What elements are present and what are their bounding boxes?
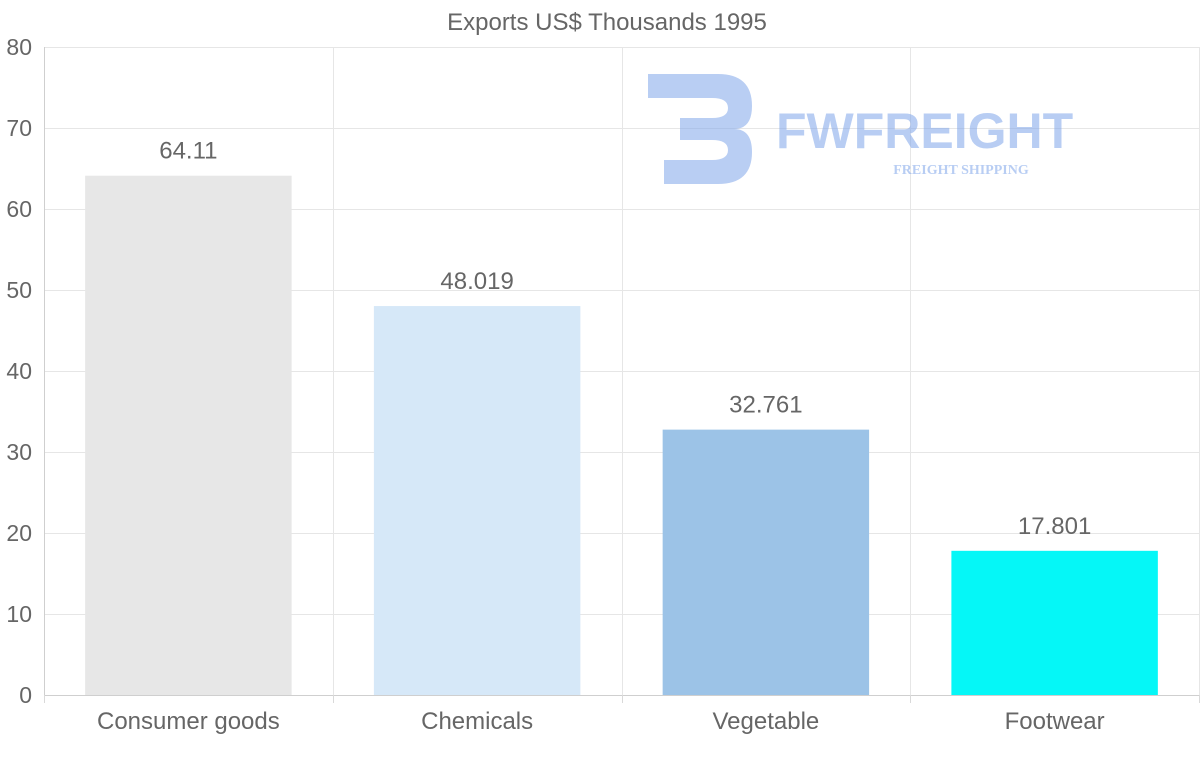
watermark-tagline: FREIGHT SHIPPING: [893, 163, 1029, 178]
watermark-brand: FWFREIGHT: [776, 103, 1073, 159]
bar-value-label: 32.761: [729, 392, 802, 419]
x-tick-label: Consumer goods: [97, 708, 280, 735]
y-tick-label: 40: [6, 358, 32, 384]
bar-layer: [85, 175, 1158, 696]
label-layer: 0 10 20 30 40 50 60 70 80 64.11 Consumer goods 48.0…: [6, 34, 1104, 735]
bar-value-label: 48.019: [440, 268, 513, 295]
bar-value-label: 64.11: [159, 138, 217, 165]
bar-vegetable[interactable]: [662, 429, 870, 695]
bar-footwear[interactable]: [951, 550, 1158, 695]
chart-title: Exports US$ Thousands 1995: [447, 9, 767, 36]
y-tick-label: 50: [6, 277, 32, 303]
y-tick-label: 60: [6, 196, 32, 222]
y-tick-label: 20: [6, 520, 32, 546]
fwfreight-watermark: FWFREIGHT FREIGHT SHIPPING: [648, 74, 1073, 184]
bar-consumer-goods[interactable]: [85, 175, 292, 696]
x-tick-label: Footwear: [1005, 708, 1105, 735]
y-tick-label: 70: [6, 115, 32, 141]
y-tick-label: 80: [6, 34, 32, 60]
fwfreight-logo-icon: [648, 74, 752, 184]
bar-value-label: 17.801: [1018, 513, 1091, 540]
y-tick-label: 30: [6, 439, 32, 465]
bar-chemicals[interactable]: [373, 306, 581, 695]
x-tick-label: Chemicals: [421, 708, 533, 735]
y-tick-label: 10: [6, 601, 32, 627]
y-tick-label: 0: [19, 682, 32, 708]
x-tick-label: Vegetable: [712, 708, 819, 735]
